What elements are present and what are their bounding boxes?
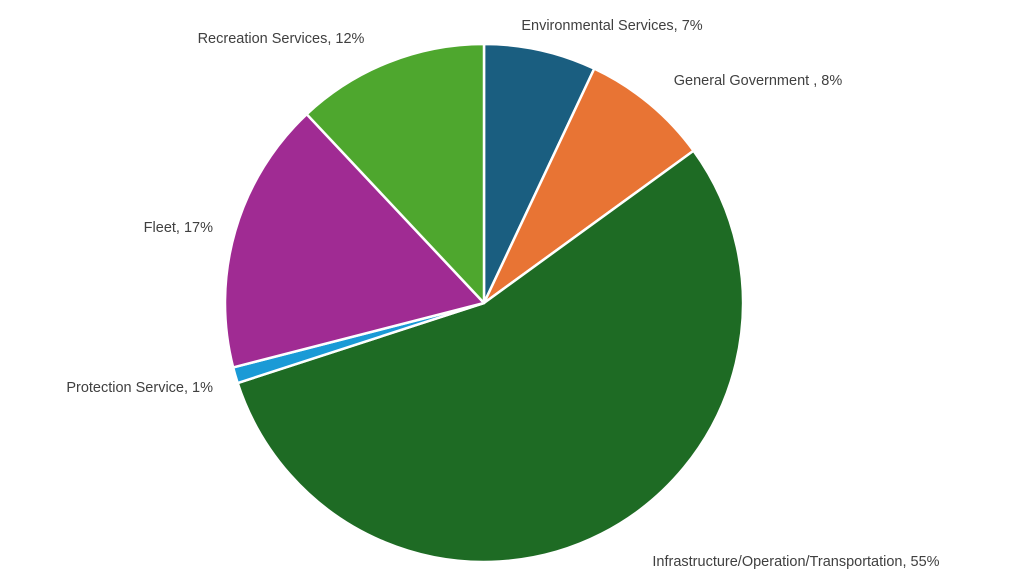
pie-slice-environmental-services	[482, 42, 596, 305]
pie-slice-general-government	[482, 67, 695, 305]
data-label: Fleet, 17%	[144, 220, 213, 236]
pie-slice-recreation-services	[305, 42, 486, 305]
data-label: General Government , 8%	[674, 73, 843, 89]
data-label: Environmental Services, 7%	[521, 18, 702, 34]
data-label: Infrastructure/Operation/Transportation,…	[652, 554, 939, 570]
data-label: Recreation Services, 12%	[198, 31, 365, 47]
data-label: Protection Service, 1%	[66, 380, 213, 396]
pie-slice-fleet	[223, 112, 486, 369]
pie-slice-infrastructure-operation-transportation	[236, 149, 745, 564]
